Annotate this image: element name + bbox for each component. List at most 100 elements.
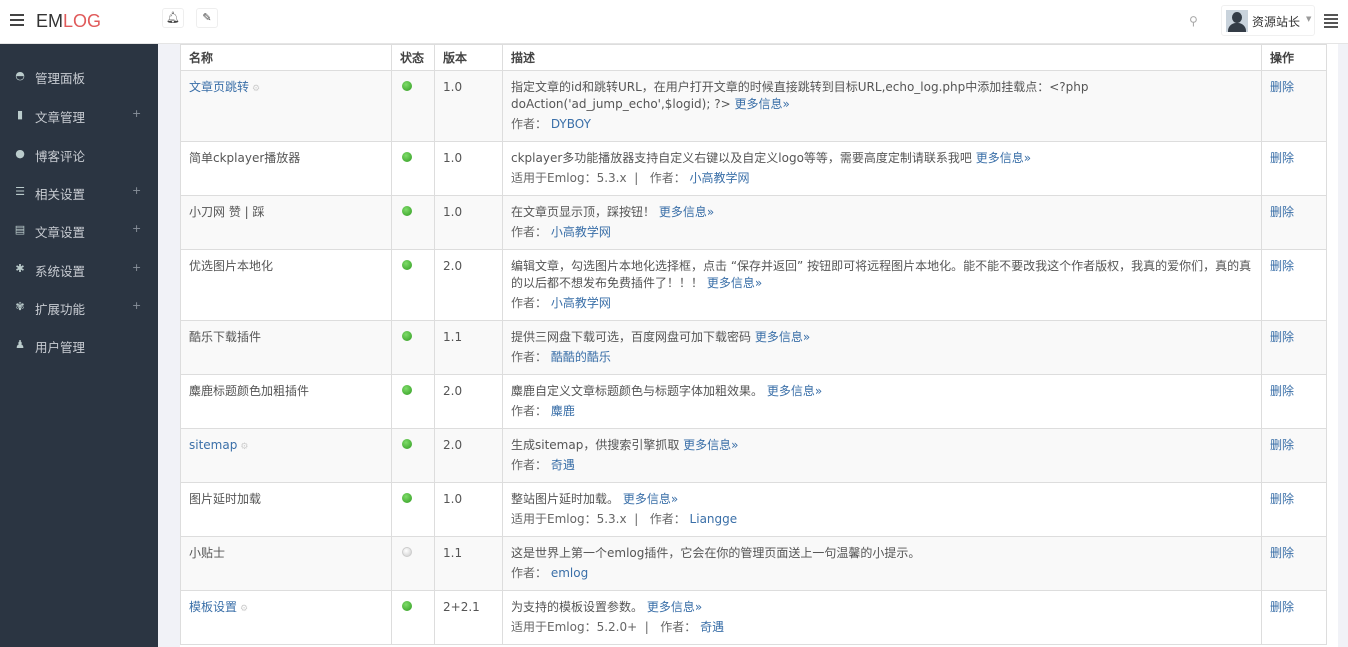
author-label: 作者： [511, 350, 548, 364]
more-info-link[interactable]: 更多信息» [975, 151, 1032, 165]
right-menu-icon[interactable] [1324, 14, 1338, 30]
author-link[interactable]: 小高教学网 [689, 171, 750, 185]
status-active-icon[interactable] [402, 81, 412, 91]
plugin-description: 为支持的模板设置参数。 [511, 600, 644, 614]
status-active-icon[interactable] [402, 385, 412, 395]
col-status: 状态 [391, 44, 435, 71]
expand-icon[interactable]: + [132, 184, 142, 197]
status-inactive-icon[interactable] [402, 547, 412, 557]
sidebar-item[interactable]: ◓ 管理面板 [0, 57, 158, 95]
more-info-link[interactable]: 更多信息» [754, 330, 811, 344]
sidebar-item-label: 管理面板 [35, 71, 86, 86]
edit-icon[interactable]: ✎ [196, 8, 218, 28]
author-label: 作者： [511, 458, 548, 472]
author-link[interactable]: 小高教学网 [550, 225, 611, 239]
author-link[interactable]: 小高教学网 [550, 296, 611, 310]
sidebar-item-label: 博客评论 [35, 149, 86, 164]
author-link[interactable]: 奇遇 [700, 620, 725, 634]
expand-icon[interactable]: + [132, 299, 142, 312]
right-gutter [1338, 44, 1348, 647]
sidebar-item[interactable]: ✾ 扩展功能 + [0, 288, 158, 326]
more-info-link[interactable]: 更多信息» [658, 205, 715, 219]
delete-link[interactable]: 删除 [1270, 384, 1295, 398]
expand-icon[interactable]: + [132, 222, 142, 235]
plugin-version: 2.0 [434, 249, 503, 321]
status-active-icon[interactable] [402, 439, 412, 449]
sidebar-item-label: 文章管理 [35, 110, 86, 125]
author-link[interactable]: Liangge [689, 512, 738, 526]
hamburger-menu-icon[interactable] [10, 14, 24, 26]
status-active-icon[interactable] [402, 493, 412, 503]
plugin-name: 简单ckplayer播放器 [189, 151, 301, 165]
expand-icon[interactable]: + [132, 107, 142, 120]
status-active-icon[interactable] [402, 206, 412, 216]
sidebar-item[interactable]: ☰ 相关设置 + [0, 173, 158, 211]
more-info-link[interactable]: 更多信息» [734, 97, 790, 111]
author-label: 作者： [649, 171, 686, 185]
more-info-link[interactable]: 更多信息» [706, 276, 763, 290]
plugin-description: 整站图片延时加载。 [511, 492, 620, 506]
sidebar-item[interactable]: ✱ 系统设置 + [0, 250, 158, 288]
delete-link[interactable]: 删除 [1270, 205, 1295, 219]
delete-link[interactable]: 删除 [1270, 438, 1295, 452]
settings-icon[interactable]: ⚙ [252, 84, 261, 94]
user-dropdown[interactable]: 资源站长 ▼ [1221, 5, 1315, 36]
col-action: 操作 [1261, 44, 1327, 71]
more-info-link[interactable]: 更多信息» [683, 438, 739, 452]
sidebar-item[interactable]: ● 博客评论 [0, 135, 158, 173]
plugin-version: 1.0 [434, 141, 503, 196]
more-info-link[interactable]: 更多信息» [646, 600, 703, 614]
more-info-link[interactable]: 更多信息» [622, 492, 679, 506]
delete-link[interactable]: 删除 [1270, 330, 1295, 344]
plugin-name[interactable]: sitemap [189, 438, 238, 452]
logo[interactable]: EMLOG [36, 11, 101, 32]
settings-icon[interactable]: ⚙ [240, 604, 249, 614]
delete-link[interactable]: 删除 [1270, 151, 1295, 165]
delete-link[interactable]: 删除 [1270, 492, 1295, 506]
plugin-version: 2.0 [434, 428, 503, 483]
author-link[interactable]: DYBOY [550, 117, 591, 131]
table-row: 优选图片本地化 2.0 编辑文章，勾选图片本地化选择框，点击 “保存并返回” 按… [180, 249, 1327, 321]
author-link[interactable]: 奇遇 [550, 458, 575, 472]
sidebar-item[interactable]: ♟ 用户管理 [0, 326, 158, 364]
search-icon[interactable]: ⚲ [1189, 14, 1198, 28]
plugin-version: 2.0 [434, 374, 503, 429]
puzzle-icon: ✾ [15, 300, 25, 313]
plugin-description: 麋鹿自定义文章标题颜色与标题字体加粗效果。 [511, 384, 764, 398]
logo-text: EM [36, 11, 63, 31]
sidebar: ◓ 管理面板 ▮ 文章管理 + ● 博客评论 ☰ 相关设置 + ▤ 文章设置 + ✱ 系统设置 + ✾ 扩展功能 +… [0, 44, 158, 647]
plugin-version: 1.0 [434, 482, 503, 537]
status-active-icon[interactable] [402, 331, 412, 341]
table-header: 名称 状态 版本 描述 操作 [180, 44, 1327, 71]
delete-link[interactable]: 删除 [1270, 600, 1295, 614]
author-link[interactable]: 酷酷的酷乐 [550, 350, 611, 364]
col-name: 名称 [180, 44, 392, 71]
sidebar-item[interactable]: ▤ 文章设置 + [0, 211, 158, 249]
sliders-icon: ☰ [15, 185, 25, 198]
author-label: 作者： [511, 225, 548, 239]
plugin-description: 指定文章的id和跳转URL，在用户打开文章的时候直接跳转到目标URL,echo_… [511, 80, 1089, 111]
delete-link[interactable]: 删除 [1270, 259, 1295, 273]
sidebar-item-label: 相关设置 [35, 187, 86, 202]
compat-version: 5.3.x [596, 512, 627, 526]
status-active-icon[interactable] [402, 152, 412, 162]
settings-icon[interactable]: ⚙ [240, 442, 249, 452]
status-active-icon[interactable] [402, 260, 412, 270]
user-name: 资源站长 [1252, 15, 1301, 29]
author-link[interactable]: 麋鹿 [550, 404, 575, 418]
status-active-icon[interactable] [402, 601, 412, 611]
more-info-link[interactable]: 更多信息» [766, 384, 823, 398]
expand-icon[interactable]: + [132, 261, 142, 274]
sidebar-item-label: 扩展功能 [35, 302, 86, 317]
author-label: 作者： [511, 296, 548, 310]
sidebar-item[interactable]: ▮ 文章管理 + [0, 96, 158, 134]
plugin-name[interactable]: 模板设置 [189, 600, 238, 614]
compat-label: 适用于Emlog： [511, 620, 597, 634]
plugin-name[interactable]: 文章页跳转 [189, 80, 250, 94]
bell-icon[interactable]: 🔔︎ [162, 8, 184, 28]
delete-link[interactable]: 删除 [1270, 546, 1295, 560]
table-row: 文章页跳转 ⚙ 1.0 指定文章的id和跳转URL，在用户打开文章的时候直接跳转到… [180, 70, 1327, 142]
author-link[interactable]: emlog [550, 566, 589, 580]
delete-link[interactable]: 删除 [1270, 80, 1295, 94]
table-row: 小刀网 赞 | 踩 1.0 在文章页显示顶，踩按钮！ 更多信息» 作者： 小高教学… [180, 195, 1327, 250]
